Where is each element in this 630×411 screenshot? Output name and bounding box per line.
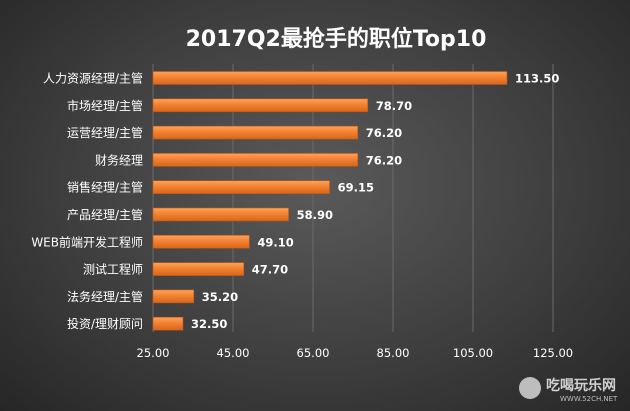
bar (152, 262, 245, 276)
category-label: WEB前端开发工程师 (31, 234, 143, 249)
x-tick-label: 25.00 (137, 346, 170, 360)
bar (152, 71, 508, 85)
value-label: 113.50 (515, 72, 559, 86)
category-label: 运营经理/主管 (67, 125, 143, 140)
category-label: 产品经理/主管 (67, 207, 143, 222)
value-label: 49.10 (257, 235, 293, 249)
tick-layer: 25.00 45.00 65.00 85.00 105.00 125.00 (137, 346, 574, 360)
x-tick-label: 45.00 (217, 346, 250, 360)
bar (152, 235, 250, 249)
category-label: 销售经理/主管 (67, 180, 143, 195)
category-label: 投资/理财顾问 (67, 316, 143, 331)
value-label: 32.50 (191, 317, 227, 331)
chart-title: 2017Q2最抢手的职位Top10 (186, 26, 487, 52)
category-label: 法务经理/主管 (67, 289, 143, 304)
x-tick-label: 125.00 (533, 346, 573, 360)
category-label: 财务经理 (95, 152, 143, 167)
bar-layer (152, 71, 508, 331)
value-label: 58.90 (297, 208, 333, 222)
category-label: 人力资源经理/主管 (43, 71, 143, 86)
value-label: 76.20 (366, 126, 402, 140)
bar (152, 153, 359, 167)
label-layer: 人力资源经理/主管 113.50 市场经理/主管 78.70 运营经理/主管 76.20 财… (31, 71, 559, 332)
value-label: 35.20 (202, 290, 238, 304)
watermark-logo-icon (519, 377, 541, 399)
value-label: 47.70 (252, 263, 288, 277)
x-tick-label: 65.00 (297, 346, 330, 360)
value-label: 69.15 (338, 181, 374, 195)
category-label: 市场经理/主管 (67, 98, 143, 113)
x-tick-label: 105.00 (453, 346, 493, 360)
x-tick-label: 85.00 (377, 346, 410, 360)
bar (152, 180, 330, 194)
watermark-badge: 52ch (521, 385, 538, 393)
watermark: 52ch 吃喝玩乐网 WWW.52CH.NET (519, 377, 618, 403)
bar (152, 98, 369, 113)
watermark-url: WWW.52CH.NET (560, 395, 618, 403)
bar (152, 125, 359, 140)
category-label: 测试工程师 (83, 262, 143, 277)
value-label: 76.20 (366, 153, 402, 167)
bar (152, 207, 289, 222)
bar (152, 289, 195, 304)
watermark-text: 吃喝玩乐网 (546, 377, 616, 394)
value-label: 78.70 (376, 99, 412, 113)
bar (152, 316, 184, 331)
